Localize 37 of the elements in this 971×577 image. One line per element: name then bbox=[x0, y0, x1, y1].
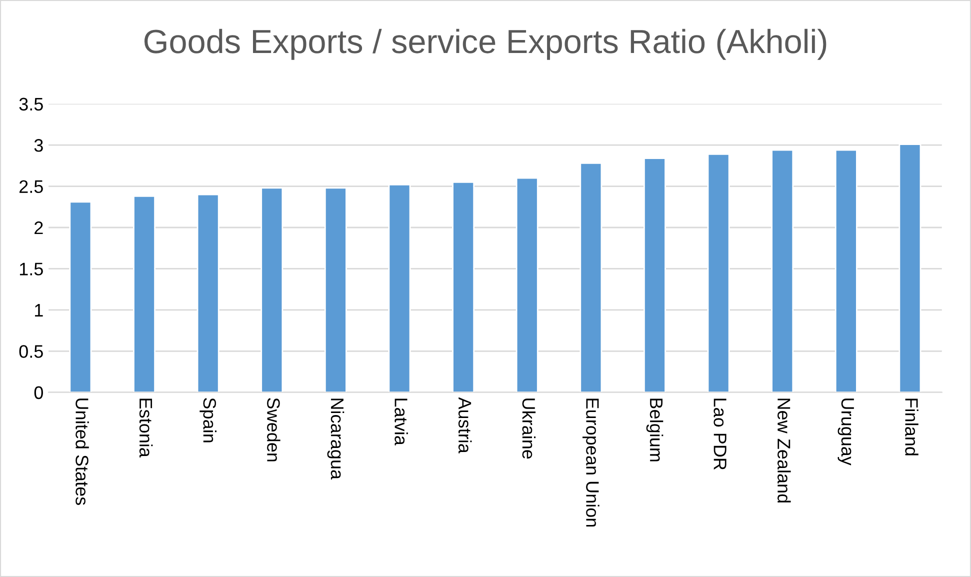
x-tick-label: Sweden bbox=[267, 398, 280, 462]
bar bbox=[133, 195, 156, 392]
x-tick-label: Spain bbox=[200, 398, 216, 442]
x-tick-label: Nicaragua bbox=[327, 398, 344, 480]
bar bbox=[834, 149, 858, 392]
x-tick-label: Estonia bbox=[139, 398, 153, 458]
y-tick-label: 0 bbox=[34, 386, 43, 400]
bar bbox=[196, 194, 220, 392]
x-tick-label: New Zealand bbox=[778, 398, 791, 502]
x-tick-label: Belgium bbox=[646, 398, 664, 462]
x-tick-label: Austria bbox=[458, 397, 472, 454]
bar bbox=[260, 187, 284, 392]
y-tick-label: 1.5 bbox=[20, 262, 43, 276]
bar bbox=[707, 153, 730, 392]
bar bbox=[644, 158, 666, 392]
y-tick-label: 3 bbox=[34, 139, 43, 152]
y-tick-label: 0.5 bbox=[19, 345, 43, 358]
bar bbox=[898, 144, 922, 392]
y-tick-label: 2.5 bbox=[20, 180, 43, 194]
x-tick-label: Latvia bbox=[394, 398, 408, 446]
x-tick-label: United States bbox=[76, 398, 89, 505]
x-tick-label: Ukraine bbox=[522, 398, 536, 459]
bar bbox=[580, 162, 602, 392]
y-tick-label: 3.5 bbox=[19, 98, 43, 111]
chart-title: Goods Exports / service Exports Ratio (Akholi) bbox=[144, 28, 826, 60]
bar bbox=[388, 184, 411, 392]
x-tick-label: Uruguay bbox=[838, 398, 854, 466]
y-tick-label: 2 bbox=[34, 221, 43, 234]
y-tick-label: 1 bbox=[35, 304, 43, 316]
x-tick-label: Finland bbox=[905, 398, 918, 456]
bar bbox=[771, 149, 794, 392]
x-tick-label: European Union bbox=[582, 398, 600, 527]
x-tick-label: Lao PDR bbox=[714, 398, 726, 470]
bar bbox=[69, 201, 92, 392]
bar bbox=[452, 181, 475, 392]
bar bbox=[516, 177, 538, 392]
bar bbox=[324, 187, 347, 392]
